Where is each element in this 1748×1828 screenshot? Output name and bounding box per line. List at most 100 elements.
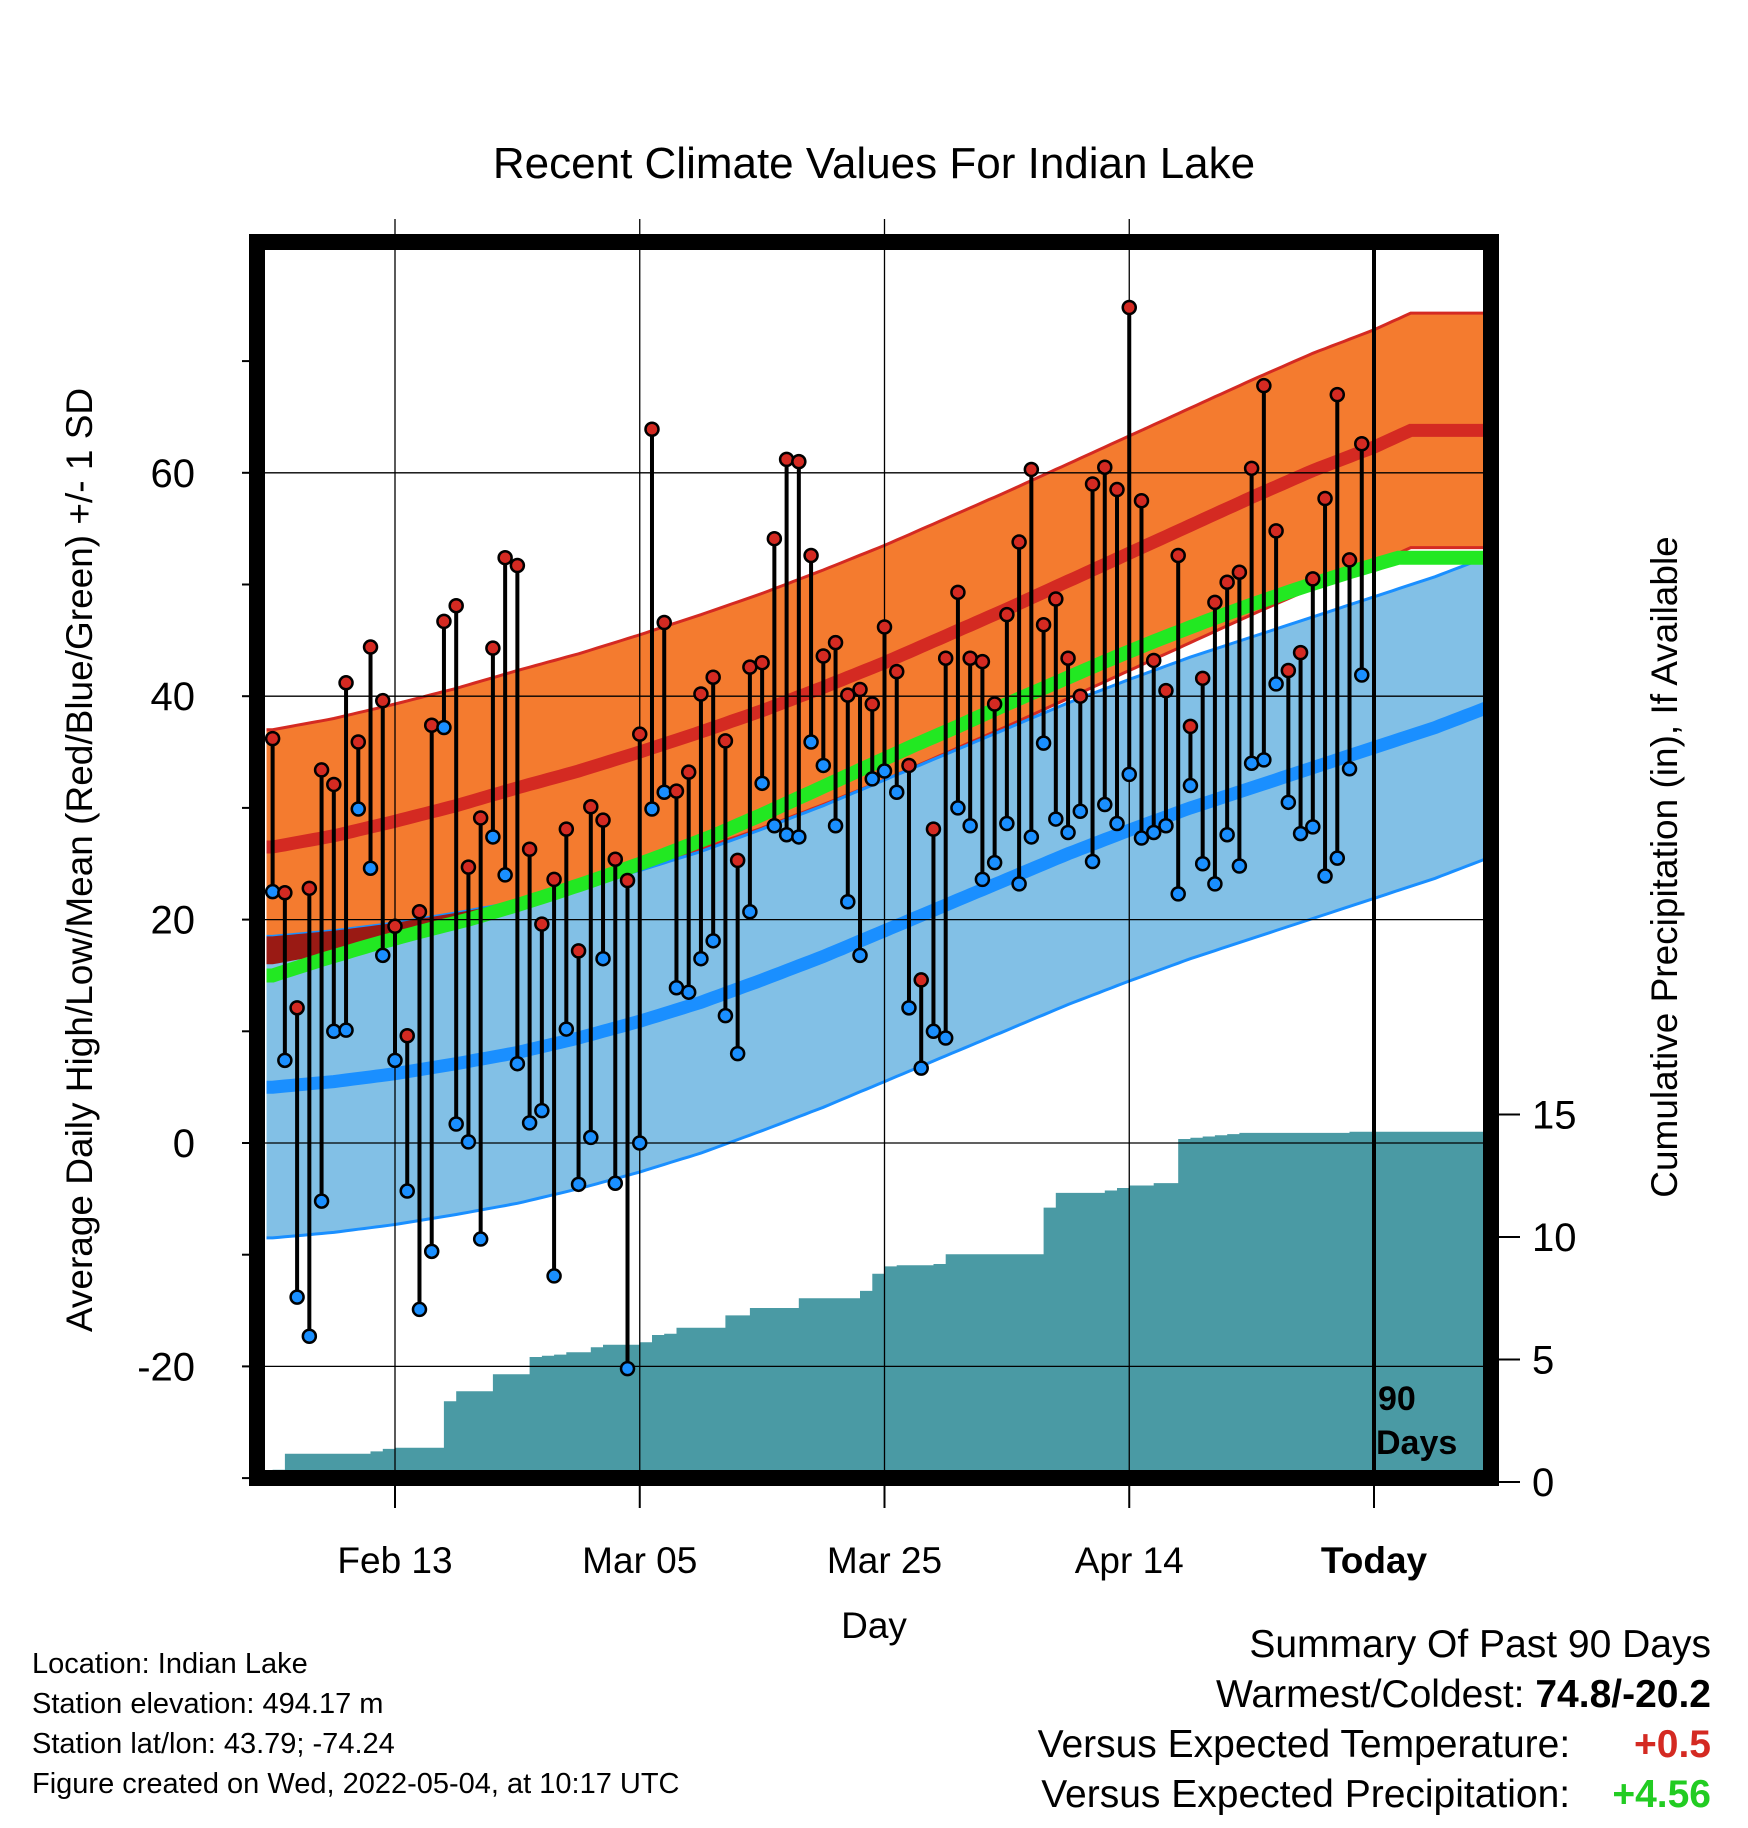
low-point xyxy=(1170,886,1186,902)
low-point xyxy=(766,818,783,834)
precip-cumulative-area xyxy=(272,1131,1484,1472)
precip-anomaly-label: Versus Expected Precipitation: xyxy=(1041,1773,1571,1816)
low-point xyxy=(326,1023,342,1040)
info-location: Location: Indian Lake xyxy=(32,1648,308,1680)
low-point xyxy=(485,829,501,845)
x-tick-label: Feb 13 xyxy=(337,1540,452,1581)
low-point xyxy=(974,871,991,888)
high-point xyxy=(521,841,538,857)
high-point xyxy=(338,675,354,691)
high-point xyxy=(644,421,660,437)
high-point xyxy=(791,453,807,470)
low-point xyxy=(888,784,905,801)
y-tick-label: 20 xyxy=(151,899,196,943)
high-point xyxy=(1219,574,1235,591)
high-point xyxy=(1121,299,1137,316)
low-point xyxy=(607,1175,624,1191)
high-point xyxy=(974,653,991,670)
low-point xyxy=(448,1116,464,1132)
low-point xyxy=(1048,811,1064,827)
high-point xyxy=(1305,571,1321,587)
low-point xyxy=(1109,815,1125,832)
high-point xyxy=(1243,460,1260,477)
low-point xyxy=(913,1060,929,1076)
high-point xyxy=(1072,688,1089,704)
low-point xyxy=(1341,761,1358,777)
low-point xyxy=(864,771,881,787)
high-point xyxy=(840,687,856,703)
high-point xyxy=(1268,523,1284,539)
low-point xyxy=(619,1360,636,1377)
low-point xyxy=(876,763,893,779)
high-point xyxy=(864,696,881,712)
high-point xyxy=(485,640,501,656)
low-point xyxy=(656,784,672,801)
chart-title: Recent Climate Values For Indian Lake xyxy=(493,139,1255,188)
high-point xyxy=(876,619,893,635)
high-point xyxy=(999,606,1015,623)
high-point xyxy=(729,852,746,869)
temp-anomaly-value: +0.5 xyxy=(1634,1723,1711,1766)
low-point xyxy=(497,867,513,883)
high-point xyxy=(411,904,428,920)
x-tick-label: Apr 14 xyxy=(1075,1540,1184,1581)
today-marker-label-unit: Days xyxy=(1376,1424,1457,1462)
high-point xyxy=(546,871,562,888)
high-point xyxy=(888,663,905,680)
low-point xyxy=(1317,868,1333,884)
high-point xyxy=(778,451,795,468)
low-point xyxy=(338,1022,354,1038)
low-point xyxy=(1280,794,1297,811)
high-point xyxy=(656,614,672,631)
high-point xyxy=(986,696,1003,712)
high-point xyxy=(362,639,379,655)
high-point xyxy=(326,776,342,793)
low-point xyxy=(999,815,1015,832)
high-point xyxy=(1354,436,1370,452)
high-point xyxy=(1182,718,1199,735)
high-point xyxy=(937,650,954,666)
plot-frame xyxy=(249,234,1499,1486)
low-point xyxy=(375,947,391,964)
low-point xyxy=(950,800,966,816)
high-point xyxy=(705,669,721,685)
precip-anomaly-value: +4.56 xyxy=(1612,1773,1711,1816)
low-point xyxy=(399,1183,415,1199)
high-point xyxy=(668,783,685,799)
high-point xyxy=(558,821,575,837)
axes: -20 0 20 40 60 0 5 10 15 Feb 13 Mar 05 Mar 25 Apr 14… xyxy=(137,360,1577,1581)
info-created: Figure created on Wed, 2022-05-04, at 10… xyxy=(32,1768,680,1800)
low-point xyxy=(778,826,795,843)
info-elevation: Station elevation: 494.17 m xyxy=(32,1688,384,1720)
precip-area xyxy=(272,1131,1484,1472)
normal-high-line xyxy=(266,423,1484,854)
low-point xyxy=(680,984,697,1000)
high-point xyxy=(693,686,709,702)
high-point xyxy=(1317,490,1333,507)
high-point xyxy=(1097,459,1113,475)
low-point xyxy=(472,1231,489,1247)
warm-cold-label: Warmest/Coldest: xyxy=(1216,1673,1525,1716)
x-tick-label: Today xyxy=(1321,1540,1428,1581)
high-point xyxy=(534,916,550,932)
y-tick-label: -20 xyxy=(137,1345,195,1389)
low-point xyxy=(1231,858,1248,874)
high-point xyxy=(803,547,819,564)
low-point xyxy=(521,1115,538,1131)
low-point xyxy=(350,801,367,817)
high-point xyxy=(1023,461,1040,478)
high-point xyxy=(387,918,403,935)
low-point xyxy=(595,950,611,967)
low-point xyxy=(289,1289,305,1305)
low-point xyxy=(742,904,758,920)
low-point xyxy=(1354,667,1370,683)
low-point xyxy=(1145,824,1162,841)
low-point xyxy=(1060,824,1076,841)
y-tick-label: 0 xyxy=(173,1122,195,1166)
low-point xyxy=(925,1023,942,1040)
low-point xyxy=(1219,826,1235,843)
low-point xyxy=(1121,766,1137,783)
high-point xyxy=(375,692,391,709)
low-point xyxy=(1305,819,1321,835)
